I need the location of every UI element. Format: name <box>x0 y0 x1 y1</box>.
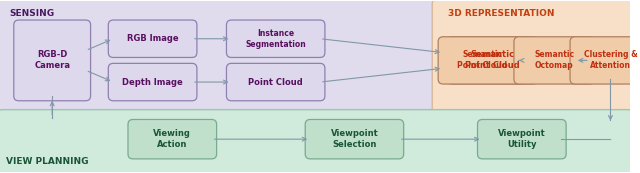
FancyBboxPatch shape <box>438 37 527 84</box>
FancyBboxPatch shape <box>227 20 325 57</box>
Text: Viewing
Action: Viewing Action <box>154 129 191 149</box>
FancyBboxPatch shape <box>0 0 447 125</box>
Text: Instance
Segmentation: Instance Segmentation <box>245 29 306 49</box>
FancyBboxPatch shape <box>477 120 566 159</box>
Text: Viewpoint
Selection: Viewpoint Selection <box>331 129 378 149</box>
FancyBboxPatch shape <box>305 120 404 159</box>
Text: Depth Image: Depth Image <box>122 78 183 86</box>
Text: VIEW PLANNING: VIEW PLANNING <box>6 157 88 166</box>
Text: 3D REPRESENTATION: 3D REPRESENTATION <box>448 9 554 18</box>
Text: Semantic
Octomap: Semantic Octomap <box>534 50 574 70</box>
FancyBboxPatch shape <box>108 20 197 57</box>
Text: RGB Image: RGB Image <box>127 34 179 43</box>
Text: Semantic
Point Cloud: Semantic Point Cloud <box>458 50 508 70</box>
Text: SENSING: SENSING <box>10 9 55 18</box>
FancyBboxPatch shape <box>447 37 538 84</box>
Text: Viewpoint
Utility: Viewpoint Utility <box>498 129 546 149</box>
Text: RGB-D
Camera: RGB-D Camera <box>34 50 70 70</box>
FancyBboxPatch shape <box>14 20 91 101</box>
FancyBboxPatch shape <box>108 63 197 101</box>
FancyBboxPatch shape <box>570 37 640 84</box>
FancyBboxPatch shape <box>128 120 216 159</box>
Text: Semantic
Point Cloud: Semantic Point Cloud <box>465 50 520 70</box>
FancyBboxPatch shape <box>514 37 595 84</box>
FancyBboxPatch shape <box>227 63 325 101</box>
FancyBboxPatch shape <box>0 110 635 173</box>
Text: Clustering &
Attention: Clustering & Attention <box>584 50 637 70</box>
Text: Point Cloud: Point Cloud <box>248 78 303 86</box>
FancyBboxPatch shape <box>432 0 635 125</box>
